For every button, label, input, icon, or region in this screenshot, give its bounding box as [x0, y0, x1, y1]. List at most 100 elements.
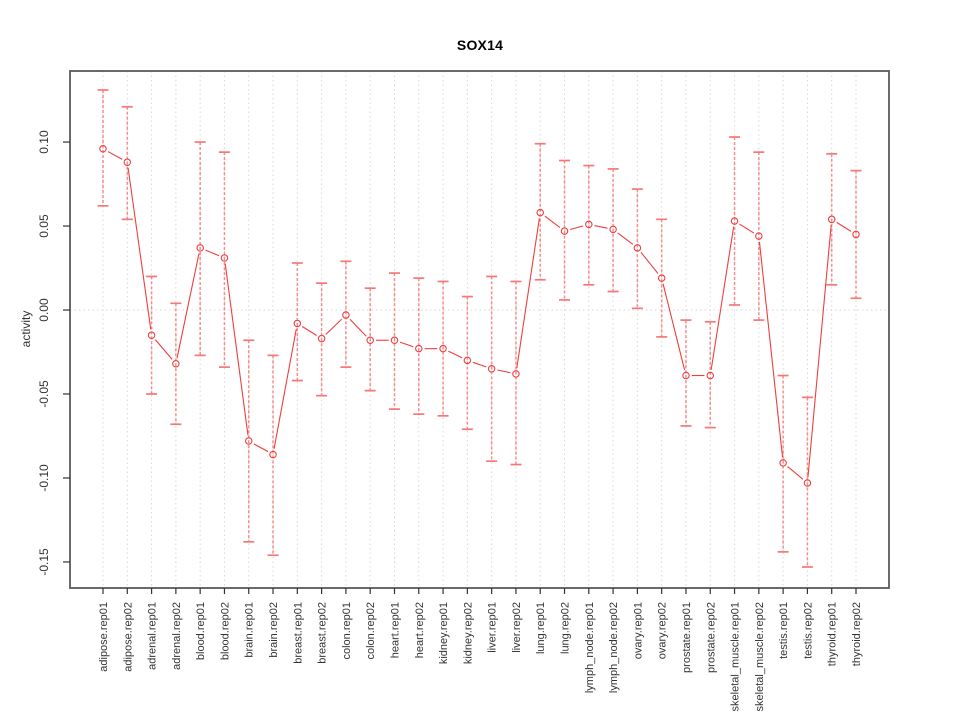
- data-point: [803, 479, 812, 487]
- data-point: [342, 311, 350, 319]
- y-tick-label: 0.10: [37, 130, 51, 154]
- series-segment: [273, 329, 297, 449]
- series-segment: [516, 218, 540, 369]
- series-segment: [569, 225, 584, 231]
- data-point: [560, 227, 569, 235]
- series-segment: [224, 263, 249, 436]
- x-tick-label: lung.rep02: [560, 602, 572, 654]
- x-tick-label: liver.rep02: [511, 602, 523, 653]
- data-point: [463, 356, 472, 365]
- data-point: [609, 225, 617, 234]
- x-tick-label: skeletal_muscle.rep02: [754, 602, 766, 711]
- x-tick-label: liver.rep01: [487, 602, 499, 653]
- data-point: [512, 370, 520, 378]
- data-point: [366, 336, 374, 344]
- data-point: [755, 232, 763, 240]
- x-tick-label: adrenal.rep01: [147, 602, 159, 670]
- data-point: [196, 244, 204, 252]
- series-segment: [807, 225, 832, 478]
- data-point: [390, 336, 399, 344]
- y-tick-label: -0.05: [37, 380, 51, 408]
- x-tick-label: lung.rep01: [535, 602, 547, 654]
- data-point: [415, 344, 423, 353]
- data-point: [244, 437, 253, 445]
- x-tick-label: blood.rep01: [195, 602, 207, 660]
- x-tick-label: breast.rep02: [317, 602, 329, 664]
- data-point: [147, 331, 156, 339]
- data-point: [657, 274, 666, 282]
- x-tick-label: blood.rep02: [219, 602, 231, 660]
- series-segment: [154, 339, 173, 360]
- x-tick-label: kidney.rep01: [438, 602, 450, 664]
- y-axis-label: activity: [19, 310, 33, 348]
- x-tick-label: adipose.rep02: [122, 602, 134, 672]
- series-segment: [836, 221, 852, 232]
- x-tick-label: brain.rep01: [244, 602, 256, 658]
- x-tick-label: adipose.rep01: [98, 602, 110, 672]
- series-segment: [758, 241, 784, 458]
- series-segment: [349, 318, 367, 337]
- data-point: [706, 371, 715, 380]
- x-tick-label: colon.rep01: [341, 602, 353, 660]
- x-tick-label: lymph_node.rep01: [584, 602, 596, 693]
- chart-title: SOX14: [456, 37, 504, 53]
- x-tick-label: thyroid.rep01: [827, 602, 839, 666]
- x-tick-label: thyroid.rep02: [851, 602, 863, 666]
- series-segment: [787, 466, 804, 480]
- series-segment: [594, 224, 608, 229]
- x-tick-label: prostate.rep01: [681, 602, 693, 673]
- data-point: [439, 344, 447, 353]
- series-segment: [448, 350, 463, 359]
- x-tick-label: kidney.rep02: [462, 602, 474, 664]
- data-point: [682, 371, 690, 380]
- x-tick-label: ovary.rep01: [632, 602, 644, 659]
- series-segment: [176, 253, 200, 359]
- x-tick-label: prostate.rep02: [705, 602, 717, 673]
- data-point: [827, 215, 836, 224]
- series-segment: [205, 249, 220, 257]
- data-point: [585, 220, 593, 229]
- data-point: [779, 459, 787, 467]
- series-segment: [253, 443, 269, 453]
- x-tick-label: lymph_node.rep02: [608, 602, 620, 693]
- y-tick-label: -0.10: [37, 464, 51, 492]
- data-point: [269, 450, 277, 459]
- plot-frame: [69, 70, 890, 589]
- series-segment: [739, 223, 755, 234]
- x-tick-label: breast.rep01: [292, 602, 304, 664]
- series-segment: [301, 326, 317, 336]
- data-point: [852, 230, 860, 239]
- x-tick-label: testis.rep02: [802, 602, 814, 659]
- x-tick-label: adrenal.rep02: [171, 602, 183, 670]
- series-segment: [399, 341, 414, 348]
- data-point: [730, 217, 739, 225]
- data-point: [293, 319, 302, 328]
- data-point: [99, 145, 107, 153]
- x-tick-label: testis.rep01: [778, 602, 790, 659]
- data-point: [487, 365, 496, 373]
- series-segment: [544, 215, 561, 228]
- data-point: [536, 208, 544, 217]
- x-tick-label: ovary.rep02: [657, 602, 669, 659]
- x-tick-label: skeletal_muscle.rep01: [730, 602, 742, 711]
- y-tick-label: 0.00: [37, 298, 51, 322]
- x-tick-label: colon.rep02: [365, 602, 377, 660]
- x-tick-label: heart.rep01: [389, 602, 401, 658]
- data-point: [123, 158, 132, 166]
- series-segment: [107, 151, 123, 160]
- series-segment: [127, 167, 152, 330]
- x-tick-label: heart.rep02: [414, 602, 426, 658]
- series-segment: [662, 283, 686, 371]
- y-tick-label: -0.15: [37, 548, 51, 576]
- series-segment: [640, 252, 659, 274]
- data-point: [220, 254, 229, 262]
- data-point: [633, 244, 642, 252]
- series-segment: [472, 361, 487, 368]
- data-point: [317, 334, 326, 343]
- data-point: [172, 360, 180, 368]
- series-segment: [497, 369, 511, 374]
- y-tick-label: 0.05: [37, 214, 51, 238]
- series-segment: [325, 318, 343, 335]
